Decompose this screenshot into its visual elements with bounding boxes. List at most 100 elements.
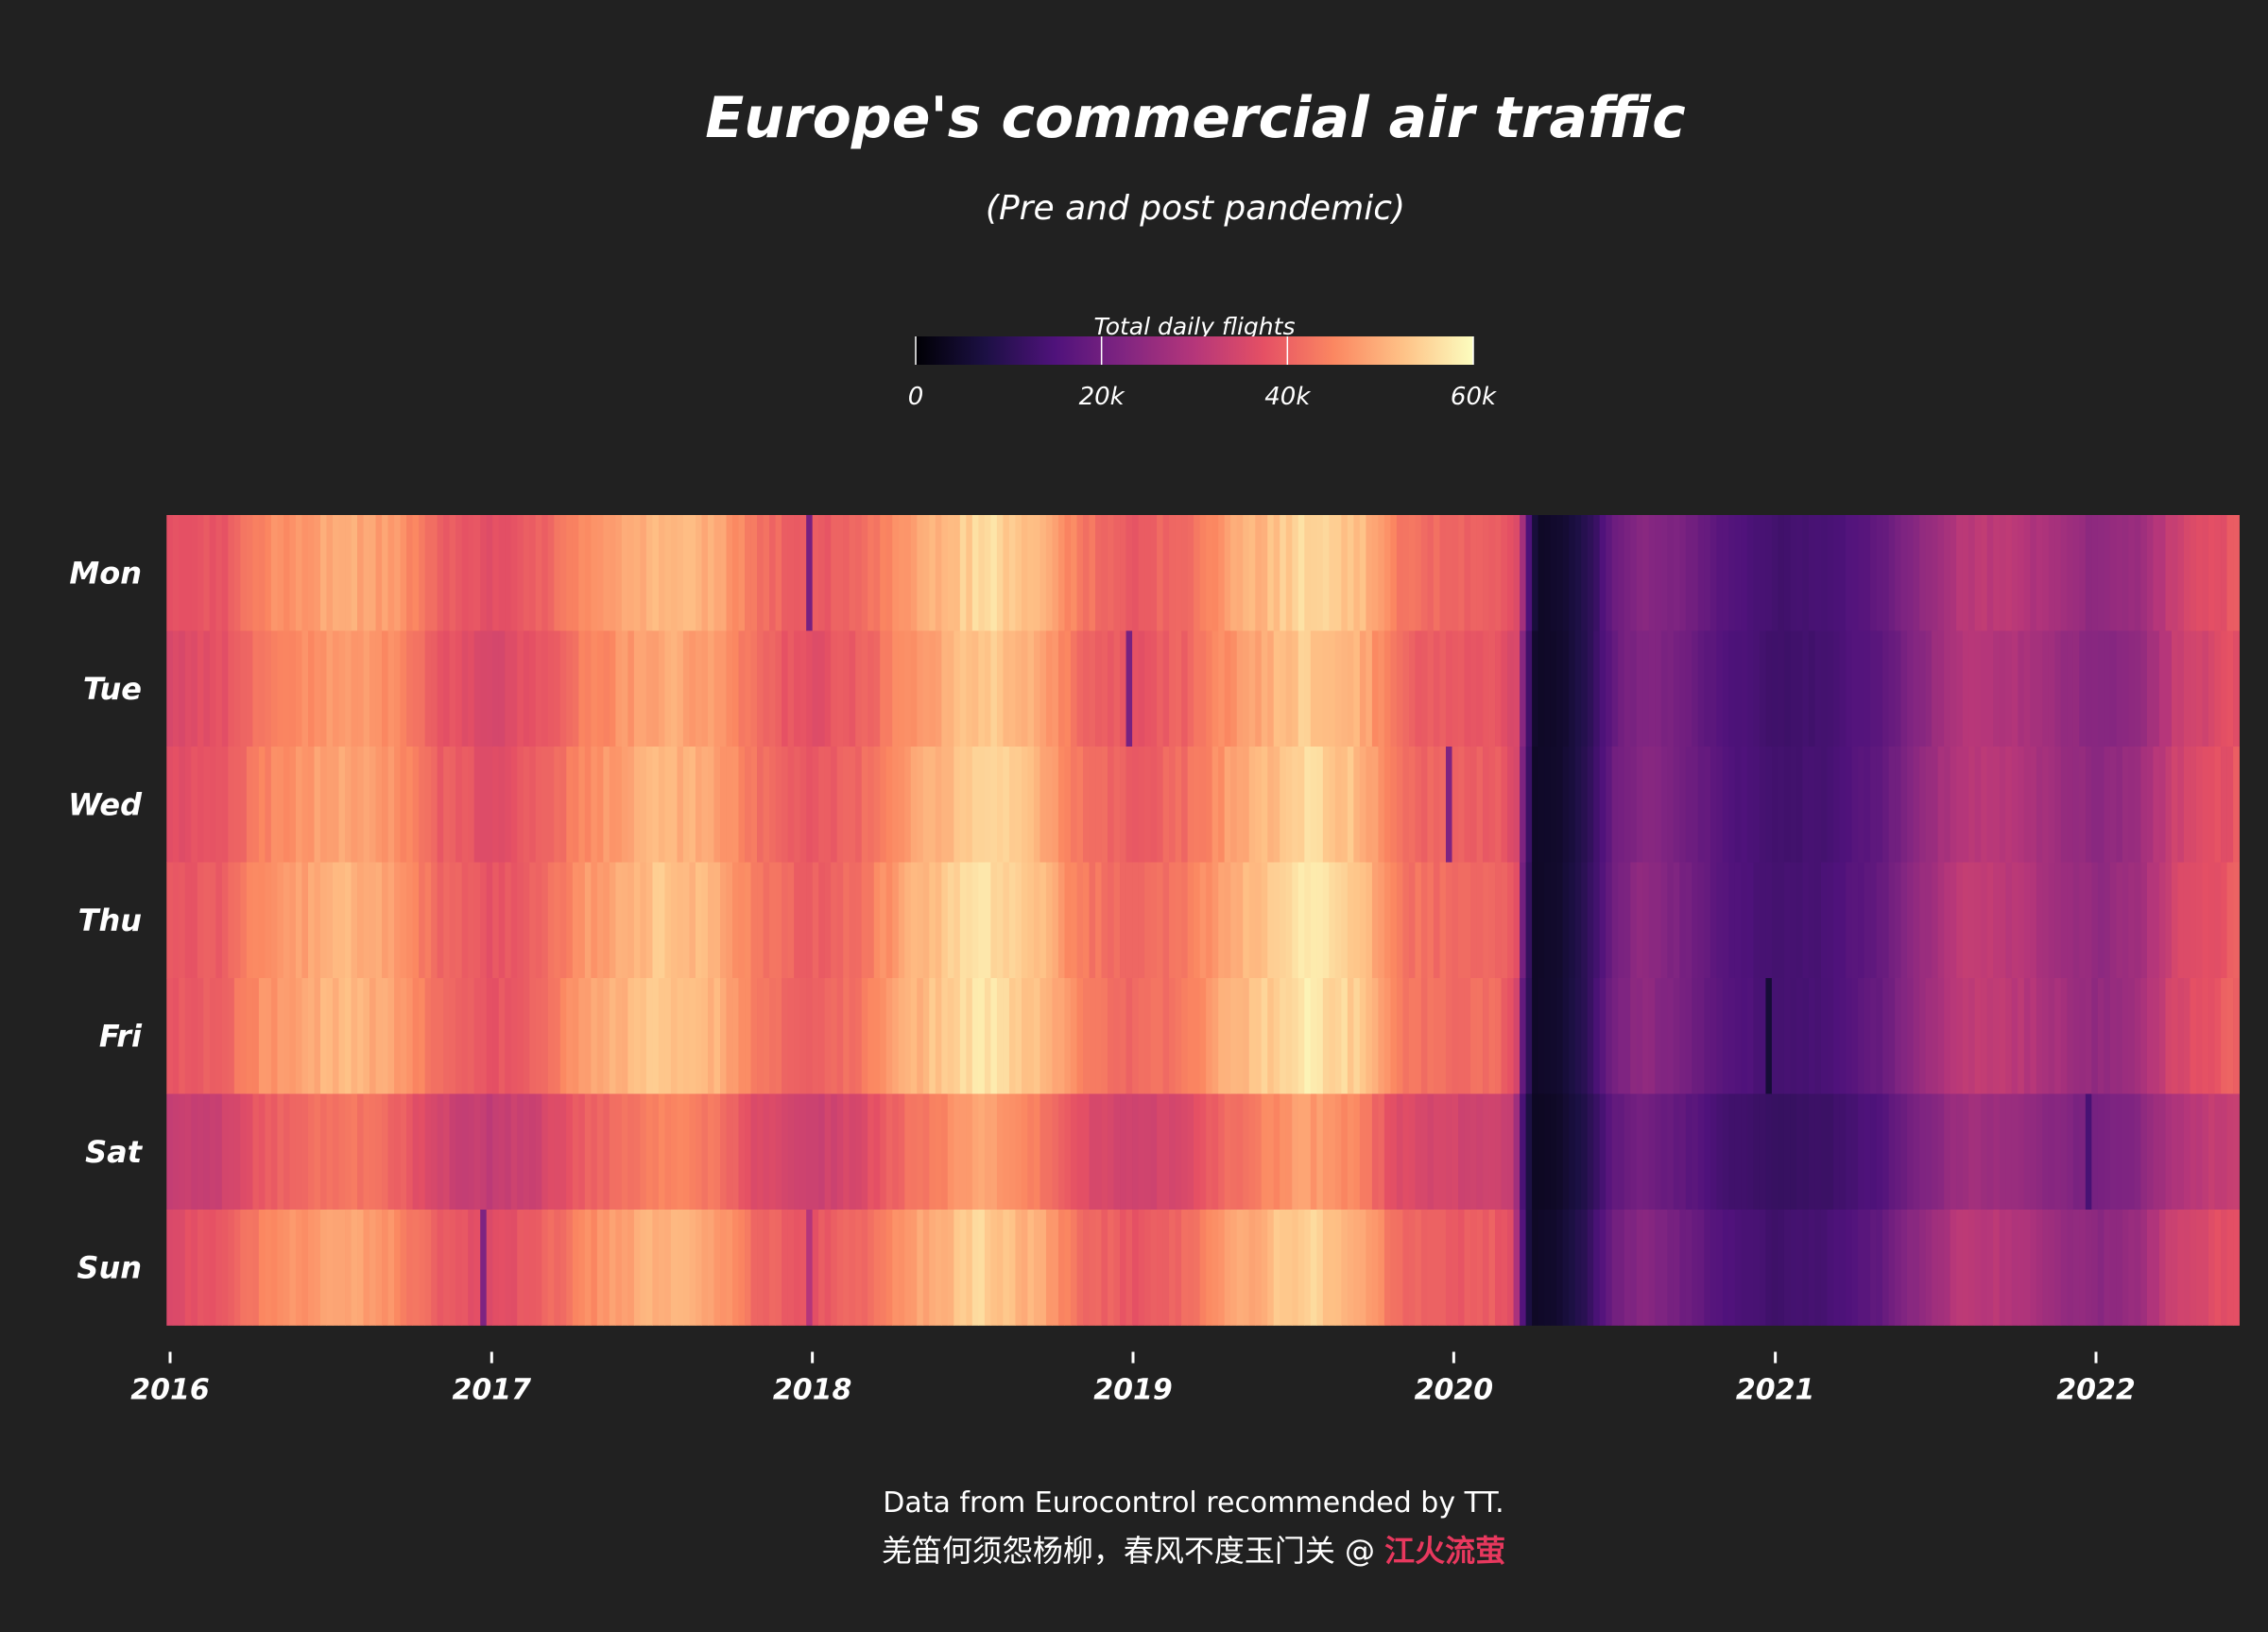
heatmap-cell	[787, 515, 795, 631]
heatmap-cell	[1900, 515, 1908, 631]
heatmap-cell	[1267, 747, 1275, 863]
heatmap-cell	[387, 1210, 395, 1326]
heatmap-cell	[1630, 862, 1638, 979]
heatmap-cell	[578, 862, 586, 979]
heatmap-cell	[2146, 515, 2154, 631]
heatmap-cell	[486, 978, 493, 1094]
heatmap-cell	[1452, 515, 1459, 631]
heatmap-cell	[559, 747, 567, 863]
heatmap-cell	[2146, 978, 2154, 1094]
heatmap-cell	[1458, 978, 1465, 1094]
heatmap-cell	[831, 1093, 838, 1211]
heatmap-cell	[1981, 630, 1988, 747]
heatmap-cell	[1833, 1210, 1840, 1326]
heatmap-cell	[541, 747, 549, 863]
heatmap-cell	[633, 1210, 641, 1326]
heatmap-cell	[2023, 978, 2031, 1094]
heatmap-cell	[319, 1093, 327, 1211]
heatmap-cell	[2109, 515, 2117, 631]
heatmap-cell	[843, 630, 850, 747]
heatmap-cell	[1876, 515, 1883, 631]
heatmap-cell	[1322, 1093, 1330, 1211]
heatmap-cell	[898, 630, 905, 747]
heatmap-cell	[2165, 1210, 2173, 1326]
heatmap-cell	[1366, 978, 1373, 1094]
heatmap-cell	[947, 515, 954, 631]
heatmap-cell	[1052, 747, 1059, 863]
heatmap-cell	[1741, 978, 1748, 1094]
heatmap-cell	[480, 978, 488, 1094]
heatmap-cell	[1611, 978, 1619, 1094]
heatmap-cell	[855, 1210, 863, 1326]
heatmap-cell	[301, 630, 309, 747]
heatmap-cell	[658, 1210, 665, 1326]
heatmap-cell	[1962, 978, 1969, 1094]
heatmap-cell	[1574, 630, 1582, 747]
heatmap-cell	[2097, 1210, 2105, 1326]
heatmap-cell	[1045, 515, 1053, 631]
heatmap-cell	[1858, 515, 1864, 631]
heatmap-cell	[794, 515, 801, 631]
heatmap-cell	[319, 862, 327, 979]
heatmap-cell	[1759, 1210, 1766, 1326]
heatmap-cell	[2042, 862, 2050, 979]
heatmap-cell	[351, 862, 358, 979]
heatmap-cell	[1507, 978, 1514, 1094]
heatmap-cell	[1095, 1210, 1102, 1326]
heatmap-cell	[1458, 630, 1465, 747]
heatmap-cell	[1304, 1210, 1312, 1326]
heatmap-cell	[1833, 630, 1840, 747]
heatmap-cell	[1525, 862, 1533, 979]
heatmap-cell	[547, 1210, 555, 1326]
heatmap-cell	[1587, 630, 1594, 747]
heatmap-cell	[480, 1210, 488, 1326]
heatmap-cell	[947, 747, 954, 863]
heatmap-cell	[1089, 862, 1096, 979]
heatmap-cell	[2214, 747, 2222, 863]
heatmap-cell	[1550, 1093, 1557, 1211]
heatmap-cell	[713, 630, 721, 747]
heatmap-cell	[1464, 978, 1471, 1094]
heatmap-cell	[1396, 515, 1403, 631]
heatmap-cell	[836, 1093, 844, 1211]
y-tick-label-tue: Tue	[83, 671, 142, 707]
heatmap-cell	[1408, 862, 1416, 979]
heatmap-cell	[1864, 515, 1871, 631]
heatmap-cell	[1900, 1210, 1908, 1326]
heatmap-cell	[1070, 862, 1077, 979]
heatmap-cell	[547, 862, 555, 979]
heatmap-cell	[473, 1210, 481, 1326]
heatmap-cell	[492, 978, 500, 1094]
heatmap-cell	[1045, 1210, 1053, 1326]
heatmap-cell	[1280, 630, 1287, 747]
heatmap-cell	[258, 630, 266, 747]
heatmap-cell	[1243, 515, 1250, 631]
heatmap-cell	[246, 862, 253, 979]
heatmap-cell	[824, 978, 832, 1094]
heatmap-cell	[2109, 747, 2117, 863]
heatmap-cell	[1070, 978, 1077, 1094]
heatmap-cell	[849, 515, 856, 631]
heatmap-cell	[682, 978, 690, 1094]
heatmap-cell	[1347, 1210, 1354, 1326]
heatmap-cell	[1150, 1210, 1158, 1326]
heatmap-cell	[1021, 747, 1028, 863]
heatmap-cell	[529, 747, 537, 863]
heatmap-cell	[2030, 515, 2037, 631]
heatmap-cell	[2190, 978, 2197, 1094]
heatmap-cell	[1218, 978, 1226, 1094]
heatmap-cell	[1956, 978, 1964, 1094]
heatmap-cell	[1858, 1093, 1864, 1211]
heatmap-cell	[885, 1093, 893, 1211]
heatmap-cell	[572, 747, 579, 863]
heatmap-cell	[517, 515, 524, 631]
heatmap-cell	[1624, 747, 1631, 863]
heatmap-cell	[1199, 862, 1207, 979]
heatmap-cell	[1802, 1210, 1810, 1326]
heatmap-cell	[345, 747, 352, 863]
heatmap-cell	[1630, 1093, 1638, 1211]
heatmap-cell	[1470, 630, 1477, 747]
heatmap-cell	[1741, 515, 1748, 631]
heatmap-cell	[2226, 515, 2234, 631]
heatmap-cell	[455, 630, 463, 747]
